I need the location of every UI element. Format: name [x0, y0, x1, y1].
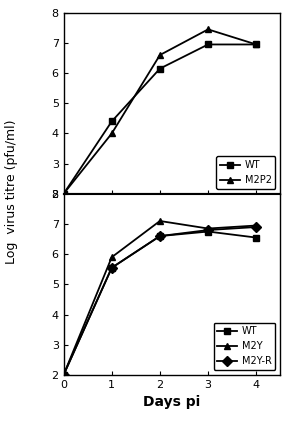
WT: [255, 42, 258, 47]
M2Y-R: [110, 265, 114, 271]
M2Y-R: [206, 227, 210, 233]
M2Y: [255, 223, 258, 228]
Line: M2Y-R: M2Y-R: [60, 224, 260, 378]
WT: [110, 265, 114, 271]
Legend: WT, M2P2: WT, M2P2: [216, 156, 275, 189]
Line: WT: WT: [60, 41, 260, 197]
M2Y: [62, 372, 65, 377]
WT: [62, 372, 65, 377]
M2Y-R: [158, 233, 162, 239]
Line: WT: WT: [60, 228, 260, 378]
M2P2: [62, 191, 65, 196]
Legend: WT, M2Y, M2Y-R: WT, M2Y, M2Y-R: [214, 322, 275, 370]
WT: [206, 42, 210, 47]
WT: [110, 119, 114, 124]
Line: M2Y: M2Y: [60, 218, 260, 378]
WT: [158, 233, 162, 239]
X-axis label: Days pi: Days pi: [143, 395, 201, 409]
WT: [62, 191, 65, 196]
WT: [158, 66, 162, 71]
M2P2: [110, 131, 114, 136]
M2Y-R: [62, 372, 65, 377]
Line: M2P2: M2P2: [60, 26, 260, 197]
M2P2: [206, 27, 210, 32]
M2Y-R: [255, 225, 258, 230]
M2Y: [158, 219, 162, 224]
M2Y: [110, 255, 114, 260]
M2P2: [255, 42, 258, 47]
Text: Log  virus titre (pfu/ml): Log virus titre (pfu/ml): [5, 119, 18, 264]
M2P2: [158, 52, 162, 58]
WT: [206, 229, 210, 234]
M2Y: [206, 226, 210, 231]
WT: [255, 235, 258, 240]
